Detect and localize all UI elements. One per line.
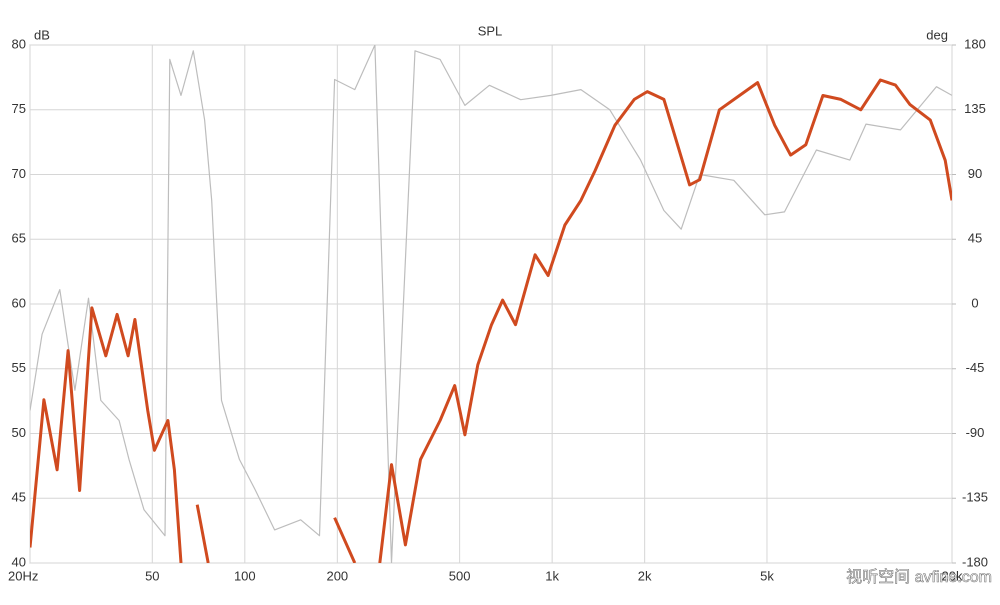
y2-tick-label: -135 [962,490,988,505]
y-tick-label: 40 [12,554,26,569]
x-tick-label: 1k [545,568,559,583]
y-tick-label: 70 [12,166,26,181]
y2-tick-label: -45 [966,360,985,375]
x-tick-label: 50 [145,568,159,583]
y2-tick-label: 135 [964,101,986,116]
y-axis-label: dB [34,27,50,42]
y-tick-label: 65 [12,231,26,246]
y2-tick-label: -90 [966,425,985,440]
y-tick-label: 55 [12,360,26,375]
chart-title: SPL [478,23,503,38]
x-tick-label: 20Hz [8,568,38,583]
y2-tick-label: 90 [968,166,982,181]
y2-axis-label: deg [926,27,948,42]
y-tick-label: 50 [12,425,26,440]
y2-tick-label: 45 [968,231,982,246]
x-tick-label: 200 [326,568,348,583]
y-tick-label: 75 [12,101,26,116]
y2-tick-label: 180 [964,36,986,51]
x-tick-label: 500 [449,568,471,583]
x-tick-label: 2k [638,568,652,583]
x-tick-label: 5k [760,568,774,583]
y-tick-label: 80 [12,36,26,51]
y-tick-label: 60 [12,295,26,310]
y2-tick-label: 0 [971,295,978,310]
y-tick-label: 45 [12,490,26,505]
y2-tick-label: -180 [962,554,988,569]
x-tick-label: 100 [234,568,256,583]
series-line [30,45,952,563]
series-line [30,78,952,563]
x-tick-label: 20k [942,568,963,583]
watermark: 视听空间 avfine.com [846,568,992,586]
